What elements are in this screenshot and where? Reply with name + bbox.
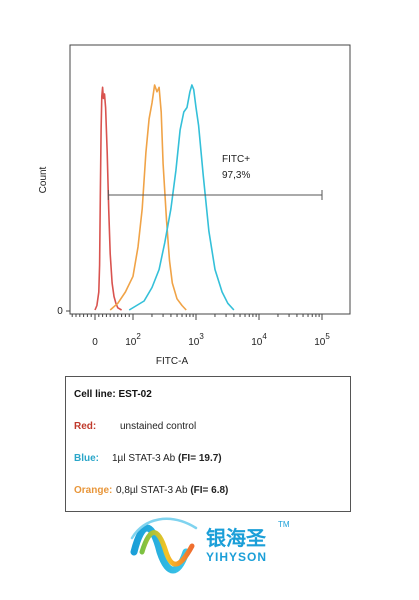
legend-desc-blue: 1µl STAT-3 Ab (FI= 19.7): [112, 453, 222, 464]
legend-fi-blue: (FI= 19.7): [177, 453, 222, 464]
brand-name-cn: 银海圣: [206, 526, 266, 550]
histogram-chart: FITC+ 97,3% 0 102 103 104 105 0 Count FITC-A: [38, 44, 351, 367]
legend-row-red: Red: unstained control: [74, 421, 196, 432]
legend-desc-text: unstained control: [120, 421, 197, 432]
legend-fi-orange: (FI= 6.8): [190, 485, 229, 496]
legend-box: Cell line: EST-02 Red: unstained control…: [65, 376, 351, 512]
gate-percent: 97,3%: [222, 170, 250, 181]
legend-title: Cell line: EST-02: [74, 389, 152, 400]
x-tick-label: 104: [251, 332, 267, 348]
gate-layer: FITC+ 97,3%: [107, 154, 323, 200]
legend-row-blue: Blue: 1µl STAT-3 Ab (FI= 19.7): [74, 453, 222, 464]
legend-key-red: Red:: [74, 421, 97, 432]
series-line-blue: [128, 84, 235, 311]
x-tick-label: 105: [314, 332, 330, 348]
y-tick-label: 0: [57, 306, 63, 317]
legend-desc-red: unstained control: [120, 421, 196, 432]
legend-desc-text: 0,8µl STAT-3 Ab: [116, 485, 191, 496]
gate-label: FITC+: [222, 154, 250, 165]
plot-frame: [69, 44, 351, 315]
trademark-mark: TM: [278, 520, 290, 529]
brand-name-en: YIHYSON: [206, 550, 268, 564]
y-axis-label: Count: [38, 166, 49, 193]
x-axis-label: FITC-A: [156, 356, 189, 367]
legend-key-blue: Blue:: [74, 453, 99, 464]
legend-row-orange: Orange: 0,8µl STAT-3 Ab (FI= 6.8): [74, 485, 228, 496]
legend-key-orange: Orange:: [74, 485, 113, 496]
x-tick-label: 0: [92, 337, 98, 348]
series-line-orange: [109, 84, 187, 311]
series-layer: [94, 84, 235, 311]
x-tick-label: 102: [125, 332, 141, 348]
series-line-red: [94, 86, 123, 311]
brand-logo: 银海圣 TM YIHYSON: [130, 512, 310, 576]
legend-desc-text: 1µl STAT-3 Ab: [112, 453, 178, 464]
x-tick-label: 103: [188, 332, 204, 348]
legend-desc-orange: 0,8µl STAT-3 Ab (FI= 6.8): [116, 485, 228, 496]
axis-layer: 0 102 103 104 105 0: [57, 306, 330, 348]
wave-ribbon-icon: [130, 517, 198, 574]
